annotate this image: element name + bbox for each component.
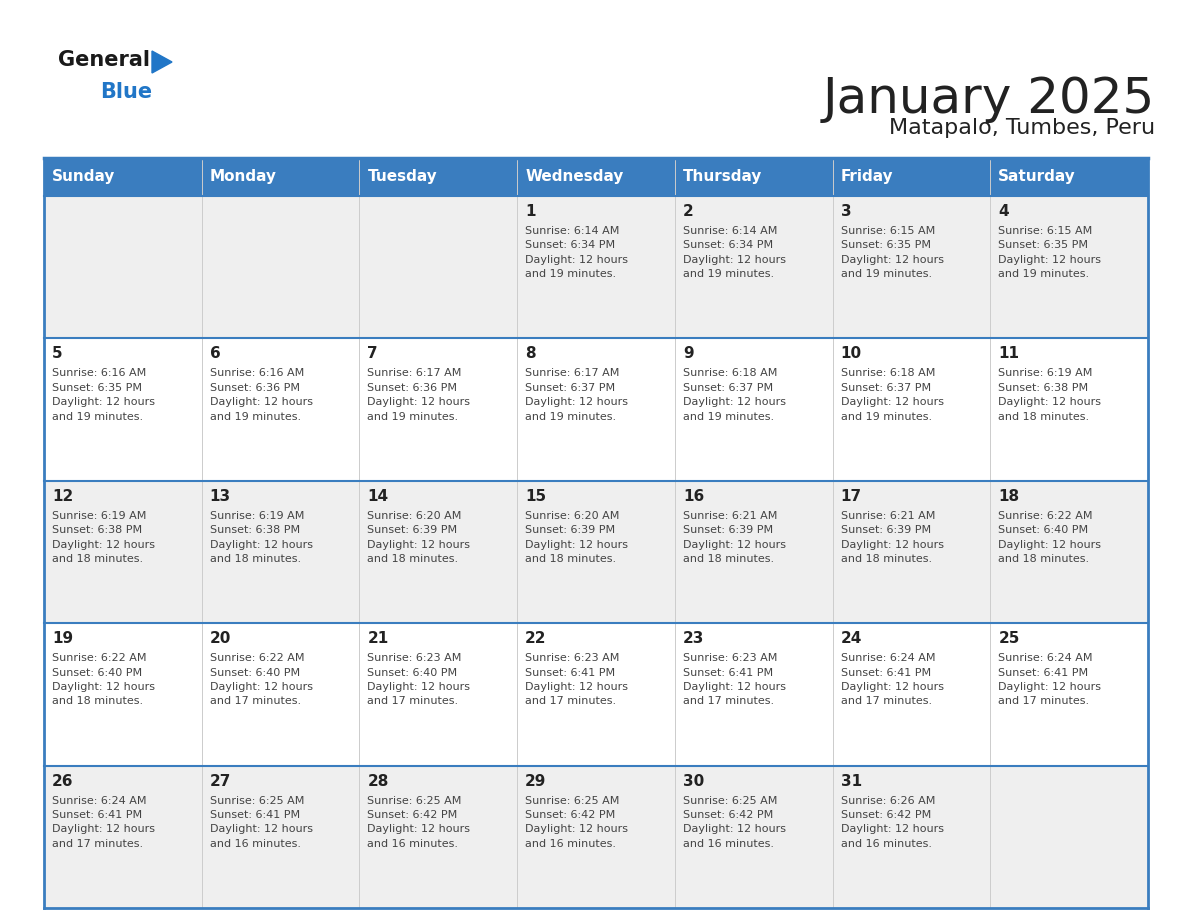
Text: Tuesday: Tuesday [367,170,437,185]
Text: 16: 16 [683,488,704,504]
Text: 28: 28 [367,774,388,789]
Text: Sunrise: 6:16 AM
Sunset: 6:36 PM
Daylight: 12 hours
and 19 minutes.: Sunrise: 6:16 AM Sunset: 6:36 PM Dayligh… [210,368,312,421]
Text: Sunrise: 6:15 AM
Sunset: 6:35 PM
Daylight: 12 hours
and 19 minutes.: Sunrise: 6:15 AM Sunset: 6:35 PM Dayligh… [841,226,943,279]
Text: Sunrise: 6:19 AM
Sunset: 6:38 PM
Daylight: 12 hours
and 18 minutes.: Sunrise: 6:19 AM Sunset: 6:38 PM Dayligh… [52,510,154,564]
Text: Sunrise: 6:25 AM
Sunset: 6:42 PM
Daylight: 12 hours
and 16 minutes.: Sunrise: 6:25 AM Sunset: 6:42 PM Dayligh… [525,796,628,849]
Text: Sunrise: 6:20 AM
Sunset: 6:39 PM
Daylight: 12 hours
and 18 minutes.: Sunrise: 6:20 AM Sunset: 6:39 PM Dayligh… [525,510,628,564]
Text: 20: 20 [210,632,232,646]
Text: 15: 15 [525,488,546,504]
Text: Sunrise: 6:20 AM
Sunset: 6:39 PM
Daylight: 12 hours
and 18 minutes.: Sunrise: 6:20 AM Sunset: 6:39 PM Dayligh… [367,510,470,564]
Text: 12: 12 [52,488,74,504]
Text: Sunrise: 6:18 AM
Sunset: 6:37 PM
Daylight: 12 hours
and 19 minutes.: Sunrise: 6:18 AM Sunset: 6:37 PM Dayligh… [683,368,785,421]
Text: Sunrise: 6:25 AM
Sunset: 6:41 PM
Daylight: 12 hours
and 16 minutes.: Sunrise: 6:25 AM Sunset: 6:41 PM Dayligh… [210,796,312,849]
Text: 24: 24 [841,632,862,646]
Text: Sunrise: 6:25 AM
Sunset: 6:42 PM
Daylight: 12 hours
and 16 minutes.: Sunrise: 6:25 AM Sunset: 6:42 PM Dayligh… [367,796,470,849]
Text: January 2025: January 2025 [823,75,1155,123]
Text: Blue: Blue [100,82,152,102]
Text: Sunrise: 6:21 AM
Sunset: 6:39 PM
Daylight: 12 hours
and 18 minutes.: Sunrise: 6:21 AM Sunset: 6:39 PM Dayligh… [683,510,785,564]
Text: 1: 1 [525,204,536,219]
Text: Sunrise: 6:17 AM
Sunset: 6:36 PM
Daylight: 12 hours
and 19 minutes.: Sunrise: 6:17 AM Sunset: 6:36 PM Dayligh… [367,368,470,421]
Text: 4: 4 [998,204,1009,219]
Text: 5: 5 [52,346,63,362]
Text: 19: 19 [52,632,74,646]
Text: 14: 14 [367,488,388,504]
Text: 29: 29 [525,774,546,789]
Text: 3: 3 [841,204,851,219]
Text: 27: 27 [210,774,232,789]
Text: Sunrise: 6:17 AM
Sunset: 6:37 PM
Daylight: 12 hours
and 19 minutes.: Sunrise: 6:17 AM Sunset: 6:37 PM Dayligh… [525,368,628,421]
Text: 7: 7 [367,346,378,362]
Text: Monday: Monday [210,170,277,185]
Text: Sunrise: 6:26 AM
Sunset: 6:42 PM
Daylight: 12 hours
and 16 minutes.: Sunrise: 6:26 AM Sunset: 6:42 PM Dayligh… [841,796,943,849]
Text: Sunrise: 6:24 AM
Sunset: 6:41 PM
Daylight: 12 hours
and 17 minutes.: Sunrise: 6:24 AM Sunset: 6:41 PM Dayligh… [841,654,943,706]
Text: General: General [58,50,150,70]
Text: Sunrise: 6:24 AM
Sunset: 6:41 PM
Daylight: 12 hours
and 17 minutes.: Sunrise: 6:24 AM Sunset: 6:41 PM Dayligh… [52,796,154,849]
Text: 8: 8 [525,346,536,362]
Text: 6: 6 [210,346,221,362]
Text: Sunrise: 6:22 AM
Sunset: 6:40 PM
Daylight: 12 hours
and 18 minutes.: Sunrise: 6:22 AM Sunset: 6:40 PM Dayligh… [52,654,154,706]
Text: Sunrise: 6:19 AM
Sunset: 6:38 PM
Daylight: 12 hours
and 18 minutes.: Sunrise: 6:19 AM Sunset: 6:38 PM Dayligh… [998,368,1101,421]
Text: Sunrise: 6:23 AM
Sunset: 6:40 PM
Daylight: 12 hours
and 17 minutes.: Sunrise: 6:23 AM Sunset: 6:40 PM Dayligh… [367,654,470,706]
Text: 30: 30 [683,774,704,789]
Bar [44,339,1148,481]
Text: 22: 22 [525,632,546,646]
Bar [44,623,1148,766]
Text: Sunrise: 6:22 AM
Sunset: 6:40 PM
Daylight: 12 hours
and 18 minutes.: Sunrise: 6:22 AM Sunset: 6:40 PM Dayligh… [998,510,1101,564]
Text: Friday: Friday [841,170,893,185]
Text: 17: 17 [841,488,861,504]
Text: Sunrise: 6:23 AM
Sunset: 6:41 PM
Daylight: 12 hours
and 17 minutes.: Sunrise: 6:23 AM Sunset: 6:41 PM Dayligh… [683,654,785,706]
Text: Sunrise: 6:22 AM
Sunset: 6:40 PM
Daylight: 12 hours
and 17 minutes.: Sunrise: 6:22 AM Sunset: 6:40 PM Dayligh… [210,654,312,706]
Text: 21: 21 [367,632,388,646]
Text: 10: 10 [841,346,861,362]
Text: 11: 11 [998,346,1019,362]
Bar [44,158,1148,196]
Text: Sunday: Sunday [52,170,115,185]
Text: 25: 25 [998,632,1019,646]
Text: Matapalo, Tumbes, Peru: Matapalo, Tumbes, Peru [889,118,1155,138]
Text: Wednesday: Wednesday [525,170,624,185]
Text: Sunrise: 6:24 AM
Sunset: 6:41 PM
Daylight: 12 hours
and 17 minutes.: Sunrise: 6:24 AM Sunset: 6:41 PM Dayligh… [998,654,1101,706]
Bar [44,481,1148,623]
Text: Saturday: Saturday [998,170,1076,185]
Text: 13: 13 [210,488,230,504]
Text: Sunrise: 6:16 AM
Sunset: 6:35 PM
Daylight: 12 hours
and 19 minutes.: Sunrise: 6:16 AM Sunset: 6:35 PM Dayligh… [52,368,154,421]
Text: Thursday: Thursday [683,170,763,185]
Text: Sunrise: 6:19 AM
Sunset: 6:38 PM
Daylight: 12 hours
and 18 minutes.: Sunrise: 6:19 AM Sunset: 6:38 PM Dayligh… [210,510,312,564]
Text: Sunrise: 6:15 AM
Sunset: 6:35 PM
Daylight: 12 hours
and 19 minutes.: Sunrise: 6:15 AM Sunset: 6:35 PM Dayligh… [998,226,1101,279]
Text: Sunrise: 6:21 AM
Sunset: 6:39 PM
Daylight: 12 hours
and 18 minutes.: Sunrise: 6:21 AM Sunset: 6:39 PM Dayligh… [841,510,943,564]
Text: 2: 2 [683,204,694,219]
Text: 23: 23 [683,632,704,646]
Text: Sunrise: 6:25 AM
Sunset: 6:42 PM
Daylight: 12 hours
and 16 minutes.: Sunrise: 6:25 AM Sunset: 6:42 PM Dayligh… [683,796,785,849]
Text: Sunrise: 6:14 AM
Sunset: 6:34 PM
Daylight: 12 hours
and 19 minutes.: Sunrise: 6:14 AM Sunset: 6:34 PM Dayligh… [525,226,628,279]
Bar [44,196,1148,339]
Text: Sunrise: 6:14 AM
Sunset: 6:34 PM
Daylight: 12 hours
and 19 minutes.: Sunrise: 6:14 AM Sunset: 6:34 PM Dayligh… [683,226,785,279]
Text: 18: 18 [998,488,1019,504]
Text: 31: 31 [841,774,861,789]
Polygon shape [152,51,172,73]
Bar [44,766,1148,908]
Text: Sunrise: 6:18 AM
Sunset: 6:37 PM
Daylight: 12 hours
and 19 minutes.: Sunrise: 6:18 AM Sunset: 6:37 PM Dayligh… [841,368,943,421]
Text: Sunrise: 6:23 AM
Sunset: 6:41 PM
Daylight: 12 hours
and 17 minutes.: Sunrise: 6:23 AM Sunset: 6:41 PM Dayligh… [525,654,628,706]
Text: 26: 26 [52,774,74,789]
Text: 9: 9 [683,346,694,362]
